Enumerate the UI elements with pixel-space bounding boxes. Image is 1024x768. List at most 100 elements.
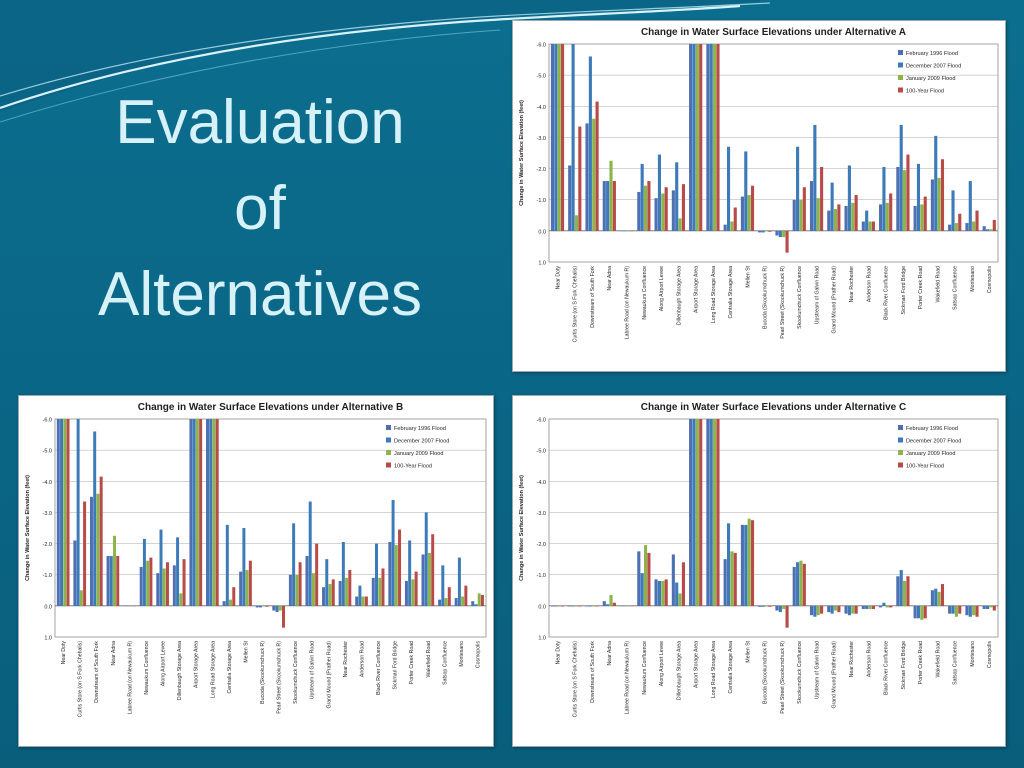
bar bbox=[972, 605, 976, 616]
chart-title: Change in Water Surface Elevations under… bbox=[138, 402, 403, 413]
bar bbox=[83, 501, 87, 606]
bar bbox=[775, 230, 779, 236]
bar bbox=[248, 560, 252, 606]
y-tick-label: -3.0 bbox=[537, 136, 546, 142]
bar bbox=[750, 185, 755, 231]
x-category-label: Cosmopolis bbox=[987, 641, 993, 669]
x-category-label: Labree Road (on Newaukum R) bbox=[127, 641, 133, 715]
y-tick-label: -6.0 bbox=[43, 418, 52, 424]
bar bbox=[820, 605, 824, 614]
y-tick-label: -4.0 bbox=[537, 480, 546, 486]
bar bbox=[295, 574, 299, 606]
x-category-label: Dillenbaugh Storage Area bbox=[676, 266, 682, 325]
x-category-label: Grand Mound (Prather Road) bbox=[832, 266, 838, 334]
bar bbox=[671, 190, 675, 231]
bar bbox=[73, 540, 77, 606]
bar bbox=[358, 585, 362, 606]
bar bbox=[165, 562, 169, 606]
bar bbox=[364, 596, 368, 606]
bar bbox=[63, 419, 67, 606]
x-category-label: Centralia Storage Area bbox=[728, 641, 734, 694]
bar bbox=[982, 605, 986, 609]
bar bbox=[916, 605, 921, 619]
bar bbox=[716, 44, 720, 231]
bar bbox=[592, 605, 596, 607]
bar bbox=[398, 529, 402, 606]
bar bbox=[292, 523, 296, 606]
bar bbox=[245, 570, 249, 606]
bar bbox=[827, 210, 831, 231]
bar bbox=[477, 593, 481, 606]
bar bbox=[328, 584, 332, 606]
bar bbox=[785, 230, 789, 253]
bar bbox=[275, 605, 279, 613]
bar bbox=[99, 476, 103, 606]
bar bbox=[557, 605, 561, 607]
x-category-label: Skookumchuck Confluence bbox=[797, 641, 803, 704]
bar bbox=[896, 576, 900, 606]
bar bbox=[868, 221, 872, 231]
x-category-label: Wakefield Road bbox=[935, 641, 941, 678]
x-category-label: Grand Mound (Prather Road) bbox=[326, 641, 332, 709]
chart-svg: Change in Water Surface Elevations under… bbox=[25, 402, 487, 717]
bar bbox=[640, 163, 644, 231]
bar bbox=[568, 165, 572, 231]
bar bbox=[176, 537, 180, 606]
bar bbox=[554, 605, 558, 607]
bar bbox=[747, 195, 751, 231]
bar bbox=[747, 518, 751, 606]
bar bbox=[713, 419, 717, 606]
bar bbox=[431, 534, 435, 606]
bar bbox=[937, 177, 941, 231]
bar bbox=[689, 44, 693, 231]
bar bbox=[871, 605, 875, 609]
x-category-label: Long Road Storage Area bbox=[210, 641, 216, 698]
bar bbox=[315, 543, 319, 606]
bar bbox=[209, 419, 213, 606]
bar bbox=[916, 163, 921, 231]
bar bbox=[885, 202, 889, 231]
bar bbox=[868, 605, 872, 609]
y-tick-label: -1.0 bbox=[43, 573, 52, 579]
bar bbox=[637, 551, 641, 606]
bar bbox=[592, 118, 596, 231]
x-category-label: Mellen St bbox=[745, 640, 751, 662]
x-category-label: Near Doty bbox=[61, 641, 67, 665]
bar bbox=[982, 226, 986, 231]
x-category-label: Wakefield Road bbox=[935, 266, 941, 303]
bar bbox=[678, 218, 682, 231]
bar bbox=[934, 588, 938, 606]
x-category-label: Bucoda (Skookumchuck R) bbox=[763, 266, 769, 329]
bar bbox=[879, 605, 883, 608]
bar bbox=[699, 44, 703, 231]
bar bbox=[480, 594, 484, 606]
x-category-label: Near Rochester bbox=[343, 641, 349, 678]
bar bbox=[851, 605, 855, 614]
x-category-label: Montesano bbox=[459, 641, 465, 667]
x-category-label: Dillenbaugh Storage Area bbox=[177, 641, 183, 700]
x-category-label: Anderson Road bbox=[866, 266, 872, 302]
x-category-label: Satsop Confluence bbox=[953, 641, 959, 685]
bar bbox=[588, 56, 592, 231]
bar bbox=[816, 198, 820, 231]
bar bbox=[654, 198, 658, 231]
bar bbox=[951, 190, 955, 231]
y-tick-label: 1.0 bbox=[538, 636, 546, 642]
bar bbox=[761, 605, 765, 607]
bar bbox=[692, 44, 696, 231]
chart-title: Change in Water Surface Elevations under… bbox=[641, 402, 906, 413]
bar bbox=[992, 219, 996, 231]
bar bbox=[989, 229, 993, 231]
bar bbox=[792, 199, 796, 231]
legend-entry: February 1996 Flood bbox=[906, 51, 958, 57]
bar bbox=[79, 590, 83, 606]
bar bbox=[609, 160, 613, 231]
legend-swatch bbox=[898, 425, 903, 430]
bar bbox=[723, 559, 727, 606]
x-category-label: Downstream of South Fork bbox=[590, 641, 596, 703]
bar bbox=[681, 184, 686, 231]
bar bbox=[162, 568, 166, 606]
bar bbox=[775, 605, 779, 611]
bar bbox=[986, 229, 990, 231]
bar bbox=[785, 605, 789, 628]
